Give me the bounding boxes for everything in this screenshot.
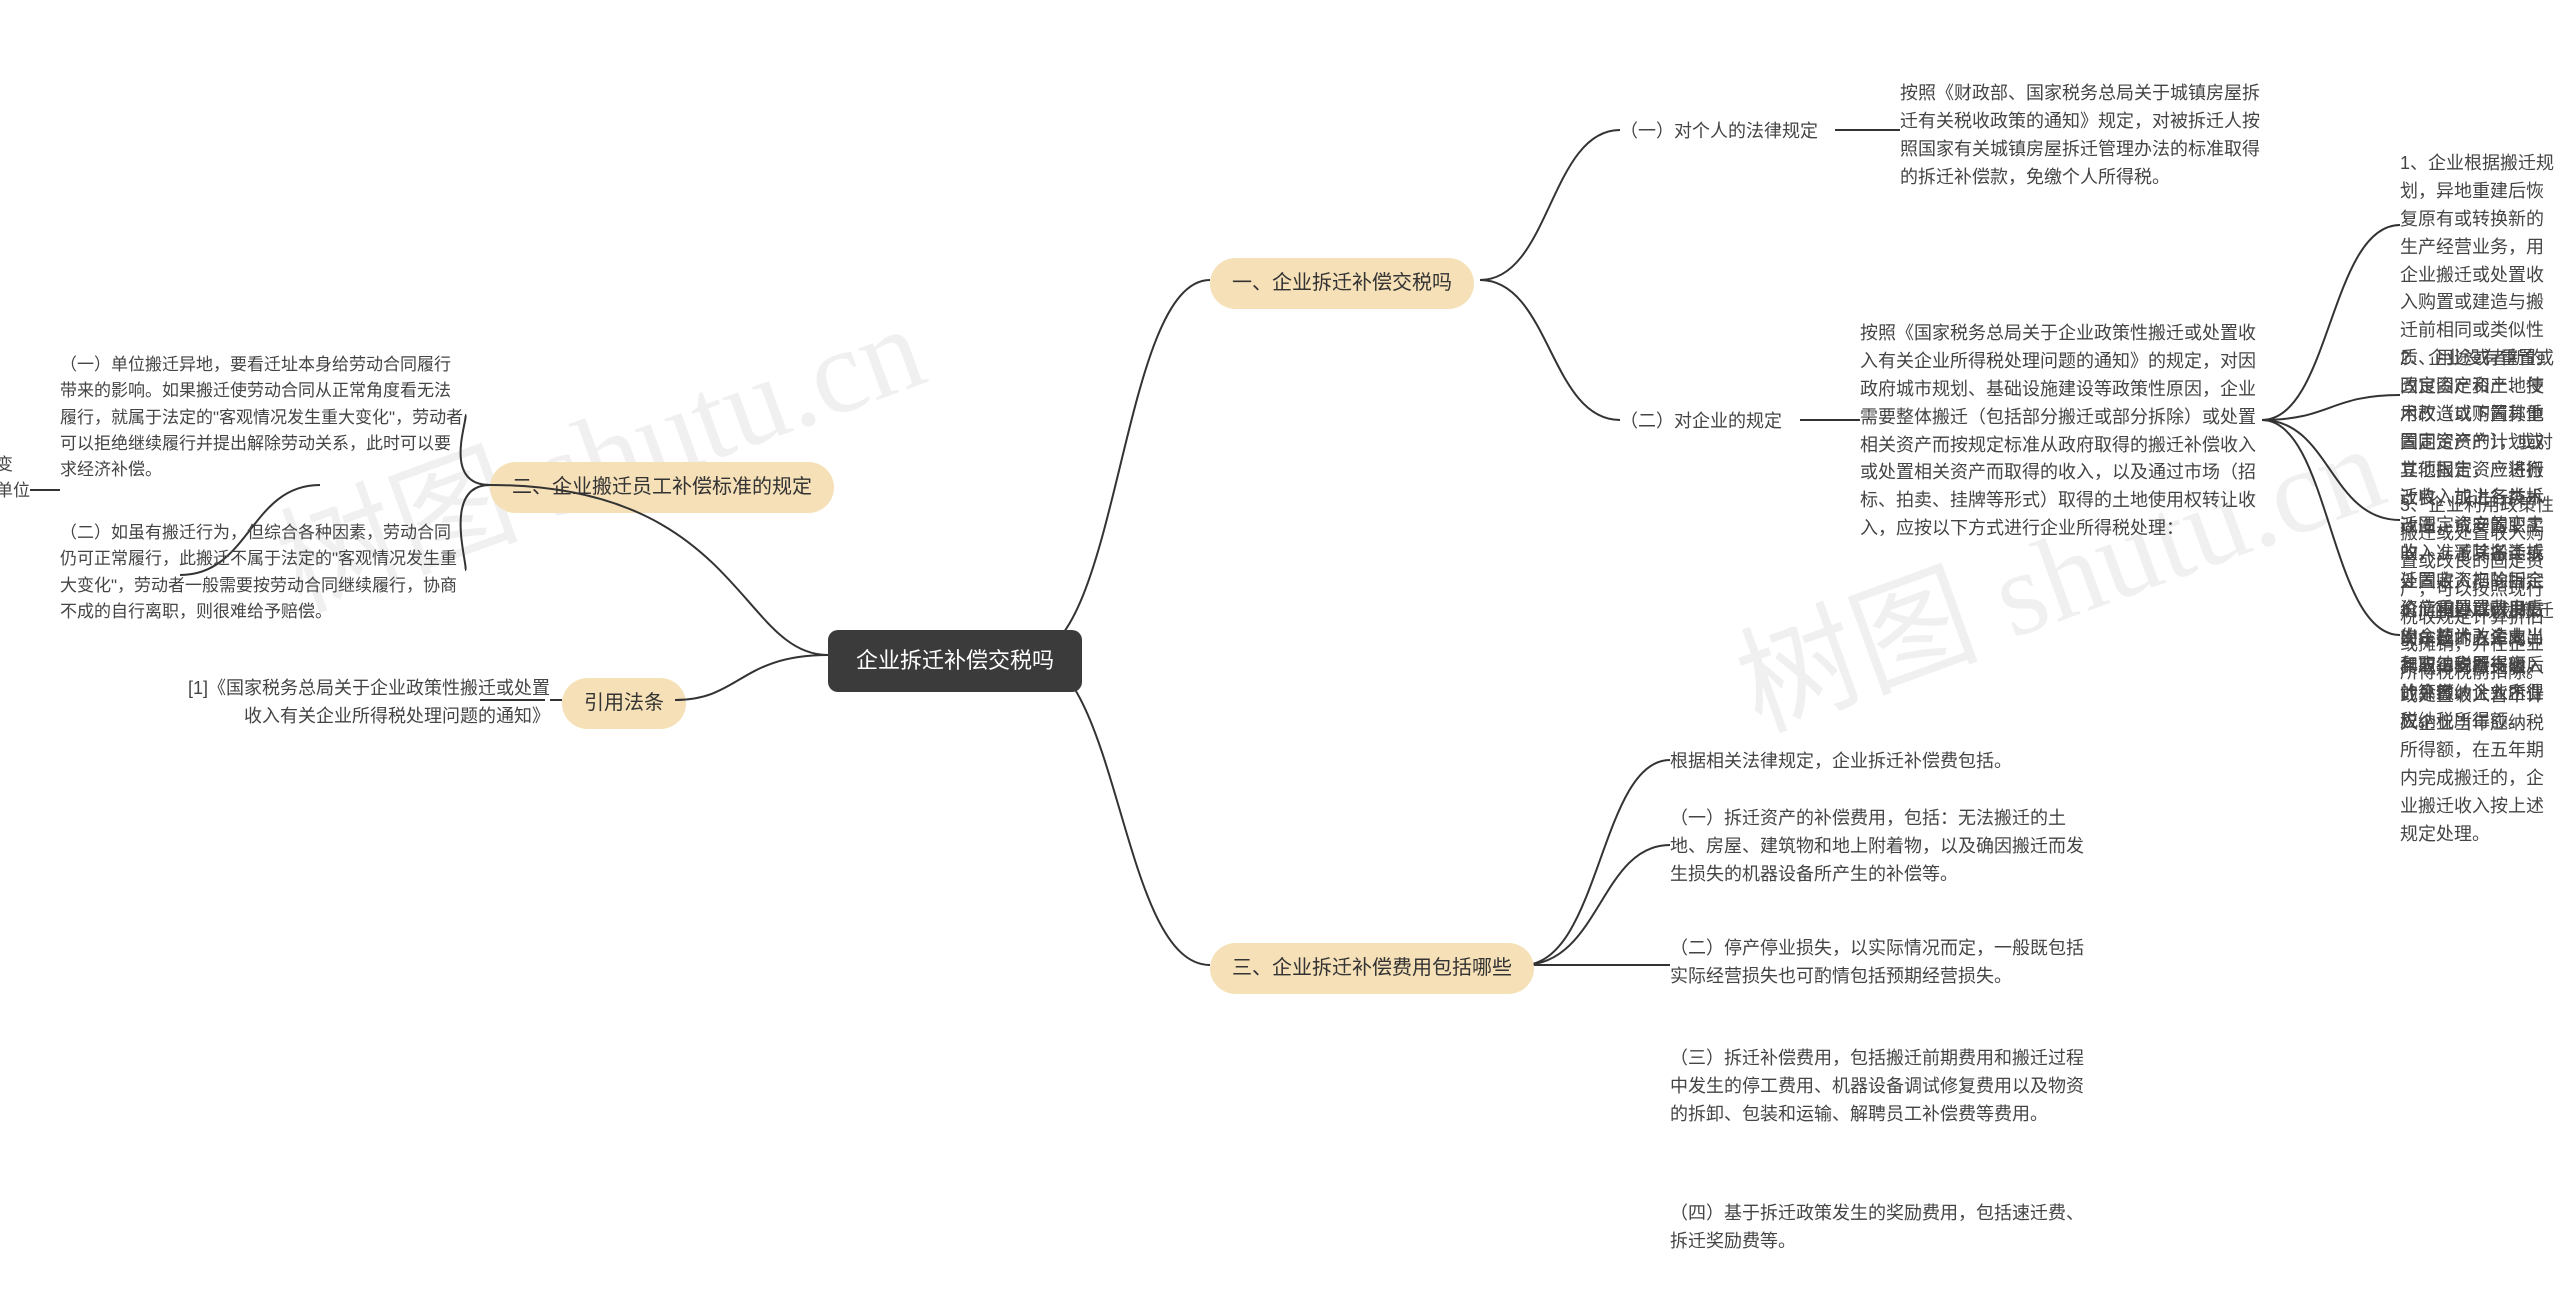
node-b3-d2: （二）停产停业损失，以实际情况而定，一般既包括实际经营损失也可酌情包括预期经营损… — [1670, 935, 2090, 991]
edge-root-b2-final — [0, 0, 2560, 1311]
L-e1: （一）单位搬迁异地，要看迁址本身给劳动合同履行带来的影响。如果搬迁使劳动合同从正… — [60, 352, 465, 484]
node-c2-item4: 4、企业从规划搬迁次年起的五年内，其取得的搬迁收入或处置收入暂不计入企业当年应纳… — [2400, 598, 2560, 849]
node-c2-leaf: 按照《国家税务总局关于企业政策性搬迁或处置收入有关企业所得税处理问题的通知》的规… — [1860, 320, 2260, 543]
node-b3-d0: 根据相关法律规定，企业拆迁补偿费包括。 — [1670, 748, 2012, 776]
root-to-b2 — [0, 0, 2560, 1311]
node-b4-leaf: [1]《国家税务总局关于企业政策性搬迁或处置收入有关企业所得税处理问题的通知》 — [175, 675, 550, 731]
node-c1-leaf: 按照《财政部、国家税务总局关于城镇房屋拆迁有关税收政策的通知》规定，对被拆迁人按… — [1900, 80, 2260, 192]
branch-b4: 引用法条 — [562, 678, 686, 729]
LEFT — [0, 0, 2560, 1311]
edge-root-b2 — [0, 0, 2560, 1311]
node-b3-d4: （四）基于拆迁政策发生的奖励费用，包括速迁费、拆迁奖励费等。 — [1670, 1200, 2090, 1256]
branch-b3: 三、企业拆迁补偿费用包括哪些 — [1210, 943, 1534, 994]
node-c2-label: （二）对企业的规定 — [1620, 408, 1782, 436]
branch-b1: 一、企业拆迁补偿交税吗 — [1210, 258, 1474, 309]
edge-root-b2-v — [0, 0, 2560, 1311]
mindmap-root: 企业拆迁补偿交税吗 — [828, 630, 1082, 692]
node-c1-label: （一）对个人的法律规定 — [1620, 118, 1818, 146]
L-intro: 公司地址的变更属于劳动合同内容的重大变更，单位需要征得个人同意才可以，否则单位属… — [0, 452, 30, 531]
node-b3-d3: （三）拆迁补偿费用，包括搬迁前期费用和搬迁过程中发生的停工费用、机器设备调试修复… — [1670, 1045, 2090, 1129]
edges-left-root — [0, 0, 2560, 1311]
L-e2: （二）如虽有搬迁行为，但综合各种因素，劳动合同仍可正常履行，此搬迁不属于法定的"… — [60, 520, 465, 625]
edge-root-b4 — [675, 655, 828, 700]
node-b3-d1: （一）拆迁资产的补偿费用，包括：无法搬迁的土地、房屋、建筑物和地上附着物，以及确… — [1670, 805, 2090, 889]
branch-b2: 二、企业搬迁员工补偿标准的规定 — [490, 462, 834, 513]
mindmap-edges — [0, 0, 2560, 1311]
